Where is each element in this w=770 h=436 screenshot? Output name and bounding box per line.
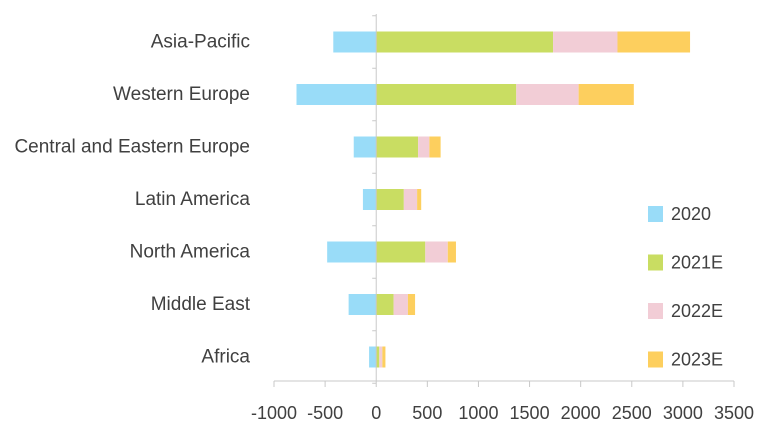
category-label-latin-america: Latin America	[135, 189, 251, 210]
category-labels: Asia-Pacific Western Europe Central and Ea…	[14, 32, 250, 368]
legend-swatch-2023e	[648, 351, 663, 368]
bar-africa-2022e	[379, 346, 383, 368]
x-tick-label: 3500	[714, 403, 754, 423]
legend-swatch-2022e	[648, 303, 663, 319]
bar-north-america-2020	[327, 241, 377, 263]
category-label-western-europe: Western Europe	[113, 84, 250, 105]
bar-western-europe-2020	[296, 84, 377, 105]
legend: 2020 2021E 2022E 2023E	[648, 204, 723, 370]
bar-middle-east-2021e	[376, 294, 394, 315]
bar-africa-2020	[369, 346, 377, 368]
x-tick-label: 3000	[663, 403, 703, 423]
bar-western-europe-2022e	[516, 84, 579, 105]
x-tick-label: 0	[371, 403, 381, 423]
bar-north-america-2023e	[447, 241, 456, 263]
bar-middle-east-2022e	[393, 294, 408, 315]
bar-africa-2021e	[376, 346, 380, 368]
legend-label-2023e: 2023E	[671, 350, 723, 370]
bar-western-europe-2023e	[578, 84, 634, 105]
bar-latin-america-2023e	[417, 189, 422, 210]
bars	[296, 31, 691, 368]
legend-label-2022e: 2022E	[671, 301, 723, 321]
bar-middle-east-2020	[348, 294, 377, 315]
category-label-middle-east: Middle East	[151, 294, 251, 315]
x-tick-label: 500	[412, 403, 442, 423]
legend-label-2020: 2020	[671, 204, 711, 224]
bar-central-and-eastern-europe-2023e	[429, 136, 441, 158]
axes	[273, 14, 735, 387]
bar-central-and-eastern-europe-2022e	[418, 136, 430, 158]
bar-middle-east-2023e	[407, 294, 416, 315]
legend-swatch-2020	[648, 206, 663, 222]
x-tick-label: 1500	[510, 403, 550, 423]
bar-central-and-eastern-europe-2021e	[376, 136, 419, 158]
category-label-central-and-eastern-europe: Central and Eastern Europe	[14, 137, 250, 158]
bar-north-america-2021e	[376, 241, 426, 263]
x-tick-label: -500	[307, 403, 343, 423]
category-label-africa: Africa	[201, 347, 250, 368]
bar-north-america-2022e	[425, 241, 448, 263]
x-tick-label: 2000	[561, 403, 601, 423]
category-label-north-america: North America	[130, 242, 251, 263]
bar-latin-america-2022e	[403, 189, 418, 210]
bar-asia-pacific-2021e	[376, 31, 554, 53]
bar-asia-pacific-2023e	[617, 31, 691, 53]
bar-asia-pacific-2022e	[553, 31, 618, 53]
x-tick-labels: -1000 -500 0 500 1000 1500 2000 2500 3000 3500	[251, 403, 754, 423]
bar-latin-america-2021e	[376, 189, 404, 210]
bar-central-and-eastern-europe-2020	[353, 136, 377, 158]
legend-swatch-2021e	[648, 254, 663, 271]
bar-latin-america-2020	[362, 189, 377, 210]
bar-africa-2023e	[382, 346, 386, 368]
bar-western-europe-2021e	[376, 84, 517, 105]
category-label-asia-pacific: Asia-Pacific	[151, 32, 250, 53]
x-tick-label: 1000	[458, 403, 498, 423]
legend-label-2021e: 2021E	[671, 253, 723, 273]
bar-asia-pacific-2020	[333, 31, 377, 53]
x-tick-label: 2500	[612, 403, 652, 423]
x-tick-label: -1000	[251, 403, 297, 423]
